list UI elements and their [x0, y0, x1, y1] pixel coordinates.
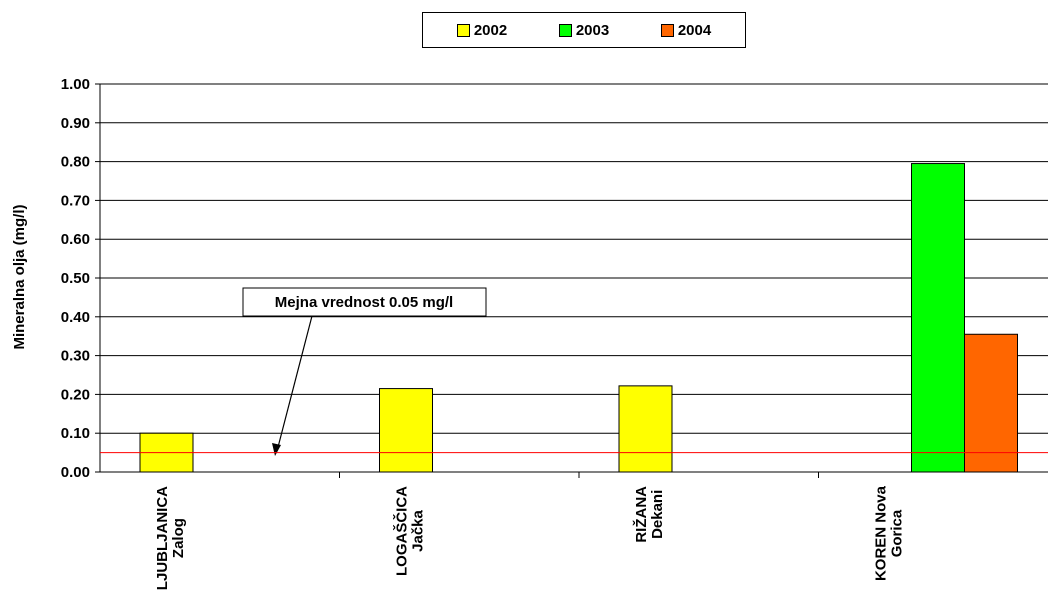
x-category-label-line2: Jačka	[409, 509, 426, 551]
legend-label-2003: 2003	[575, 21, 610, 39]
bar-2003-3	[911, 163, 965, 473]
legend-label-2002: 2002	[473, 21, 508, 39]
y-tick-label: 1.00	[61, 76, 90, 93]
x-category-label-line1: KOREN Nova	[872, 485, 889, 581]
y-tick-label: 0.50	[61, 270, 90, 287]
legend-label-2004: 2004	[677, 21, 712, 39]
annotation-arrowhead	[272, 443, 281, 456]
y-tick-label: 0.80	[61, 154, 90, 171]
legend-item-2003: 2003	[558, 21, 610, 39]
legend-swatch-2003	[558, 23, 572, 37]
annotation-box	[242, 287, 487, 317]
y-axis-label: Mineralna olja (mg/l)	[11, 204, 28, 349]
y-tick-labels: 0.00 0.10 0.20 0.30 0.40 0.50 0.60 0.70 0.80 0.90…	[61, 76, 90, 481]
y-tick-label: 0.10	[61, 425, 90, 442]
bar-2002-2	[618, 385, 673, 473]
bar-2002-1	[379, 388, 433, 473]
legend-item-2004: 2004	[660, 21, 712, 39]
y-tick-label: 0.70	[61, 192, 90, 209]
y-tick-label: 0.30	[61, 348, 90, 365]
axes	[95, 83, 1048, 478]
bars	[139, 163, 1018, 473]
legend-swatch-2002	[456, 23, 470, 37]
x-category-label-line2: Gorica	[888, 509, 905, 557]
annotation-arrow	[276, 315, 313, 452]
y-tick-label: 0.60	[61, 231, 90, 248]
x-category-label-line1: LOGAŠČICA	[392, 486, 410, 576]
bar-2004-3	[964, 333, 1018, 473]
x-category-label-line1: LJUBLJANICA	[154, 486, 171, 590]
y-tick-label: 0.00	[61, 464, 90, 481]
x-category-labels: LJUBLJANICA Zalog LOGAŠČICA Jačka RIŽANA Deka…	[154, 485, 906, 590]
annotation: Mejna vrednost 0.05 mg/l	[242, 287, 487, 456]
x-category-label-line1: RIŽANA	[632, 486, 650, 543]
legend-swatch-2004	[660, 23, 674, 37]
y-tick-label: 0.90	[61, 115, 90, 132]
x-category-label-line2: Dekani	[649, 490, 666, 539]
annotation-text: Mejna vrednost 0.05 mg/l	[275, 294, 453, 311]
legend: 2002 2003 2004	[422, 12, 746, 48]
x-category-label-line2: Zalog	[170, 518, 187, 558]
legend-item-2002: 2002	[456, 21, 508, 39]
grid-lines	[100, 83, 1048, 434]
y-tick-label: 0.20	[61, 386, 90, 403]
y-tick-label: 0.40	[61, 309, 90, 326]
